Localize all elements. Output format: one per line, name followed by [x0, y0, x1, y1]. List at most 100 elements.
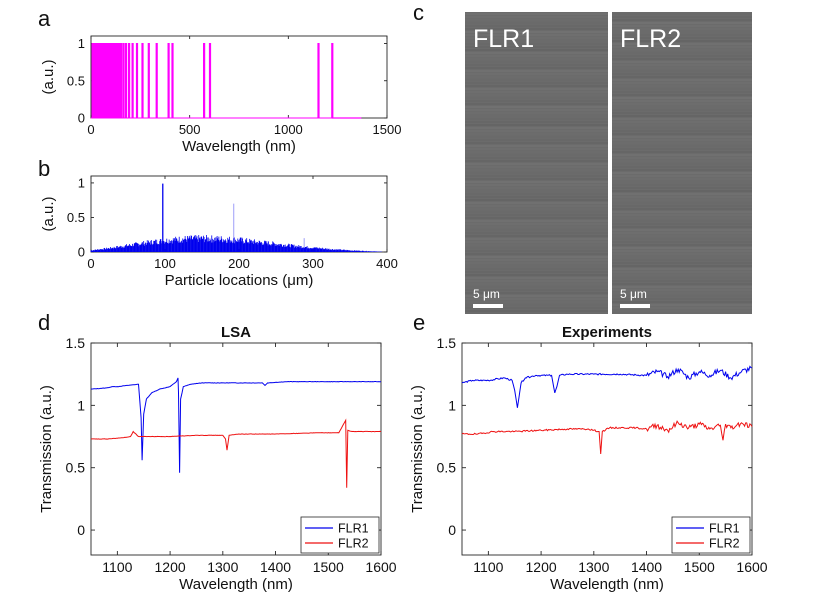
y-tick-label: 0: [78, 245, 85, 260]
legend-box: [300, 516, 380, 554]
y-tick-label: 1.5: [437, 335, 457, 351]
y-tick-label: 0.5: [67, 73, 85, 88]
chart-panel-d: 1100 1200 1300 1400 1500 1600 0 0.5 1 1.5 Waveleng…: [38, 324, 397, 593]
chart-title: LSA: [221, 324, 251, 341]
legend-box: [671, 516, 751, 554]
spectrum-peak: [108, 43, 110, 118]
y-tick-label: 0: [448, 522, 456, 538]
sem-image-flr2: FLR2 5 μm: [612, 12, 752, 314]
x-tick-label: 1600: [736, 559, 767, 575]
scale-bar-label: 5 μm: [473, 287, 500, 301]
x-tick-label: 500: [179, 122, 201, 137]
spectrum-peak: [115, 43, 117, 118]
chart-panel-e: 1100 1200 1300 1400 1500 1600 0 0.5 1 1.5 Waveleng…: [409, 324, 768, 593]
sem-label: FLR1: [473, 25, 534, 53]
x-tick-label: 200: [228, 256, 250, 271]
x-tick-label: 400: [376, 256, 398, 271]
series-line-flr1: [90, 377, 382, 473]
x-tick-label: 1400: [260, 559, 291, 575]
plot-area-b: [90, 175, 388, 253]
spectrum-peak: [209, 43, 211, 118]
x-tick-label: 0: [87, 122, 94, 137]
spectrum-peak: [120, 43, 122, 118]
spectrum-peak: [109, 43, 112, 118]
y-tick-label: 0.5: [437, 460, 457, 476]
spectrum-peak: [148, 43, 150, 118]
spectrum-peak: [203, 43, 205, 118]
y-tick-label: 1: [448, 397, 456, 413]
x-tick-label: 1300: [207, 559, 238, 575]
y-tick-label: 0.5: [67, 210, 85, 225]
chart-title: Experiments: [562, 324, 652, 341]
legend-label: FLR1: [338, 522, 369, 536]
x-tick-label: 1300: [578, 559, 609, 575]
y-tick-label: 1: [78, 175, 85, 190]
y-axis-label: (a.u.): [40, 196, 57, 231]
spectrum-peak: [167, 43, 170, 118]
spectrum-peak: [171, 43, 174, 118]
chart-panel-b: 0 100 200 300 400 0 0.5 1 Particle locations (μm…: [40, 175, 398, 289]
y-tick-label: 1: [78, 36, 85, 51]
panel-label-a: a: [38, 6, 51, 31]
chart-panel-a: 0 500 1000 1500 0 0.5 1 Wavelength (nm) (a.u.): [40, 35, 402, 155]
plot-area-a: [90, 35, 388, 119]
spectrum-peak: [125, 43, 127, 118]
spectrum-peak: [132, 43, 134, 118]
spectrum-peak: [122, 43, 125, 118]
series-line-flr1: [461, 365, 753, 408]
y-tick-label: 0.5: [66, 460, 86, 476]
x-axis-label: Particle locations (μm): [165, 272, 314, 289]
x-tick-label: 1200: [155, 559, 186, 575]
y-axis-label: Transmission (a.u.): [38, 385, 55, 513]
x-tick-label: 1600: [365, 559, 396, 575]
x-axis-label: Wavelength (nm): [182, 138, 296, 155]
legend-label: FLR2: [709, 537, 740, 551]
x-tick-label: 1000: [274, 122, 303, 137]
x-tick-label: 100: [154, 256, 176, 271]
scale-bar: [473, 304, 503, 308]
legend-label: FLR2: [338, 537, 369, 551]
spectrum-peak: [107, 43, 109, 118]
spectrum-peak: [128, 43, 130, 118]
spectrum-peak: [111, 43, 114, 118]
scale-bar: [620, 304, 650, 308]
y-tick-label: 1.5: [66, 335, 86, 351]
spectrum-peak: [110, 43, 113, 118]
sem-panel: FLR1 5 μm FLR2 5 μm: [465, 12, 752, 314]
scale-bar-label: 5 μm: [620, 287, 647, 301]
y-axis-label: Transmission (a.u.): [409, 385, 426, 513]
x-tick-label: 1500: [684, 559, 715, 575]
spectrum-peak: [109, 43, 111, 118]
spectrum-peak: [156, 43, 158, 118]
x-tick-label: 1200: [526, 559, 557, 575]
panel-label-d: d: [38, 310, 50, 335]
spectrum-peak: [118, 43, 120, 118]
spectrum-peak: [113, 43, 115, 118]
x-tick-label: 1500: [373, 122, 402, 137]
panel-label-c: c: [413, 0, 424, 25]
x-axis-label: Wavelength (nm): [550, 576, 664, 593]
x-tick-label: 1100: [473, 559, 503, 575]
spectrum-peak: [331, 43, 333, 118]
panel-label-b: b: [38, 156, 50, 181]
x-tick-label: 1100: [102, 559, 132, 575]
panel-label-e: e: [413, 310, 425, 335]
sem-label: FLR2: [620, 25, 681, 53]
legend-label: FLR1: [709, 522, 740, 536]
sem-image-flr1: FLR1 5 μm: [465, 12, 608, 314]
spectrum-peak: [317, 43, 320, 118]
y-tick-label: 0: [78, 111, 85, 126]
spectrum-peak: [106, 43, 108, 118]
x-axis-label: Wavelength (nm): [179, 576, 293, 593]
y-tick-label: 0: [77, 522, 85, 538]
x-tick-label: 1400: [631, 559, 662, 575]
series-line-flr2: [461, 420, 753, 455]
y-tick-label: 1: [77, 397, 85, 413]
x-tick-label: 1500: [313, 559, 344, 575]
spectrum-peak: [136, 43, 138, 118]
series-line-flr2: [90, 418, 382, 488]
x-tick-label: 0: [87, 256, 94, 271]
